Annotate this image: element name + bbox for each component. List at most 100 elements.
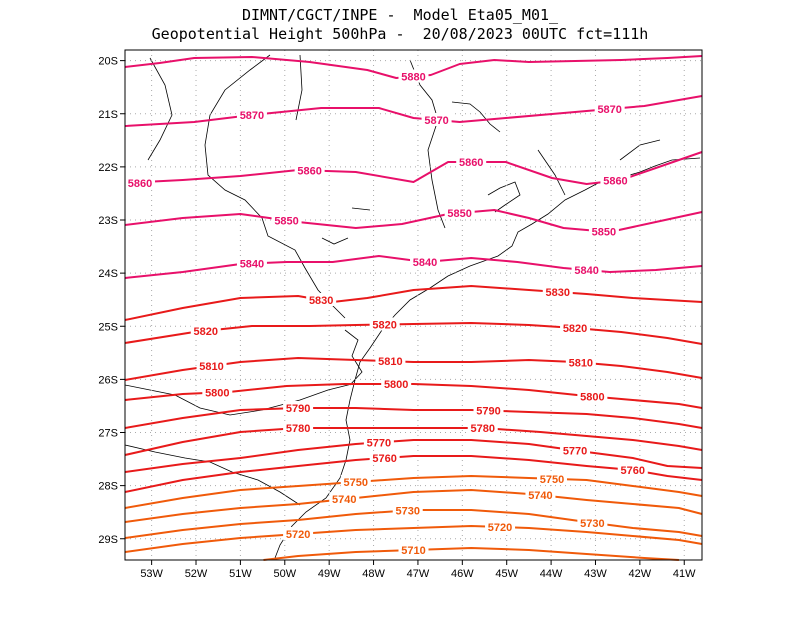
contour-label: 5710 (401, 545, 425, 557)
contour-label: 5810 (378, 356, 402, 368)
contour-label: 5860 (459, 157, 483, 169)
contour-label-bg (236, 108, 267, 121)
x-tick-label: 52W (185, 568, 208, 580)
contour-label-bg (467, 421, 498, 434)
contour-line-5770 (124, 439, 703, 473)
x-tick-label: 41W (673, 568, 696, 580)
x-tick-label: 45W (495, 568, 518, 580)
contour-label-bg (560, 321, 591, 334)
y-tick-label: 23S (98, 215, 118, 227)
x-tick-label: 42W (629, 568, 652, 580)
contour-label: 5840 (574, 265, 598, 277)
y-tick-label: 27S (98, 428, 118, 440)
contour-label: 5870 (240, 110, 264, 122)
contour-label-bg (410, 255, 441, 268)
contour-label-bg (190, 323, 221, 337)
x-tick-label: 53W (140, 568, 163, 580)
contour-label-bg (125, 176, 155, 189)
contour-label: 5790 (476, 406, 500, 418)
contour-label-bg (271, 213, 302, 227)
y-tick-label: 20S (98, 56, 118, 68)
contour-label: 5800 (580, 392, 604, 404)
contour-line-5790 (124, 407, 703, 429)
contour-label: 5830 (546, 287, 570, 299)
contour-label: 5730 (395, 505, 419, 517)
y-tick-label: 25S (98, 321, 118, 333)
contour-label: 5750 (344, 477, 368, 489)
contour-label-bg (421, 113, 452, 126)
contour-label-bg (340, 475, 371, 488)
contour-label-bg (329, 492, 360, 506)
contour-label: 5780 (470, 423, 494, 435)
y-tick-label: 26S (98, 374, 118, 386)
contour-label-bg (283, 421, 314, 434)
contour-label: 5760 (372, 453, 396, 465)
contour-label-bg (196, 359, 227, 372)
contour-line-5730 (124, 509, 703, 539)
contour-label-bg (381, 377, 412, 390)
contour-label: 5740 (332, 494, 356, 506)
contour-label-bg (600, 173, 631, 187)
x-tick-label: 48W (362, 568, 385, 580)
contour-labels: 5880 5870 5870 5870 5860 5860 5860 5860 5850 5850… (125, 69, 648, 557)
contour-label-bg (485, 520, 516, 533)
contour-label-bg (577, 389, 608, 403)
contour-line-5740 (124, 489, 703, 523)
contour-label-bg (283, 401, 314, 414)
contour-label: 5860 (603, 176, 627, 188)
x-tick-label: 44W (540, 568, 563, 580)
contour-label: 5760 (621, 465, 645, 477)
contour-label: 5860 (128, 178, 152, 190)
contour-label: 5770 (367, 437, 391, 449)
contour-label-bg (560, 443, 591, 457)
contour-label-bg (369, 451, 400, 464)
contour-label-bg (306, 293, 337, 306)
contour-label-bg (473, 403, 504, 417)
geopotential-contours (124, 55, 703, 561)
contour-label-bg (594, 102, 625, 115)
contour-label: 5740 (528, 490, 552, 502)
contour-line-5710 (263, 547, 679, 561)
contour-label-bg (294, 163, 325, 177)
contour-label: 5870 (424, 115, 448, 127)
x-tick-label: 43W (584, 568, 607, 580)
contour-label-bg (444, 206, 475, 219)
contour-label: 5840 (413, 257, 437, 269)
contour-label-bg (202, 385, 233, 399)
y-tick-label: 28S (98, 481, 118, 493)
contour-label: 5730 (580, 518, 604, 530)
contour-label: 5750 (540, 474, 564, 486)
contour-line-5880 (124, 55, 703, 79)
contour-line-5750 (124, 475, 703, 509)
contour-label: 5850 (447, 208, 471, 220)
contour-label: 5790 (286, 403, 310, 415)
contour-label-bg (369, 317, 400, 331)
x-tick-label: 50W (273, 568, 296, 580)
contour-line-5780 (124, 427, 703, 456)
chart-title-line-1: DIMNT/CGCT/INPE - Model Eta05_M01_ (241, 6, 559, 24)
contour-label-bg (375, 354, 406, 368)
contour-line-5830 (124, 285, 703, 321)
contour-label-bg (236, 256, 267, 270)
contour-label-bg (542, 285, 573, 298)
contour-label: 5820 (563, 323, 587, 335)
x-tick-label: 47W (407, 568, 430, 580)
contour-line-5810 (124, 357, 703, 381)
contour-label: 5820 (372, 320, 396, 332)
contour-label-bg (456, 155, 487, 168)
y-tick-label: 22S (98, 162, 118, 174)
contour-label-bg (588, 224, 619, 238)
contour-label: 5860 (297, 165, 321, 177)
contour-label-bg (363, 435, 394, 449)
contour-label: 5830 (309, 295, 333, 307)
contour-label: 5850 (592, 227, 616, 239)
axes: 53W 52W 51W 50W 49W 48W 47W 46W 45W 44W 43W 42W 41W 2… (98, 56, 696, 580)
contour-label: 5820 (194, 326, 218, 338)
y-tick-label: 21S (98, 109, 118, 121)
contour-label-bg (536, 471, 567, 485)
contour-label-bg (565, 355, 596, 369)
graticule (125, 50, 702, 560)
contour-label: 5720 (488, 522, 512, 534)
contour-label-bg (525, 488, 556, 502)
